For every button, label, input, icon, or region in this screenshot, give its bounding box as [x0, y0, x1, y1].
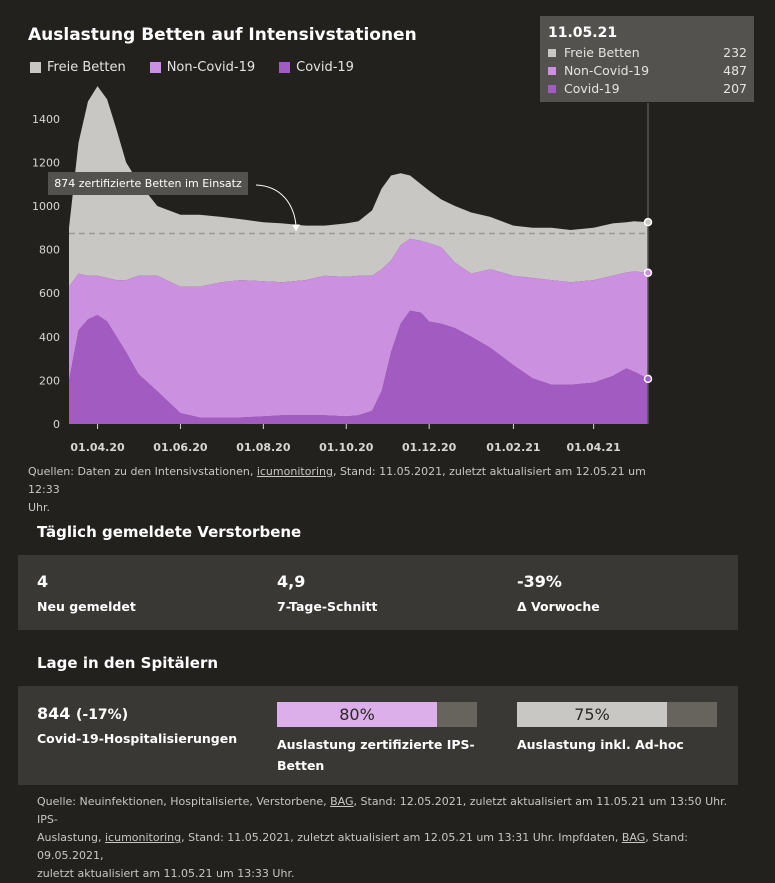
x-tick-label: 01.10.20 — [319, 441, 374, 454]
tooltip-value: 487 — [723, 63, 747, 78]
legend-item-non-covid[interactable]: Non-Covid-19 — [149, 60, 256, 75]
tooltip-label: Freie Betten — [564, 45, 640, 60]
deaths-avg-label: 7-Tage-Schnitt — [277, 599, 378, 614]
ips-occupancy-text: 80% — [339, 705, 375, 724]
area-freie-betten[interactable] — [69, 86, 648, 287]
tooltip-date: 11.05.21 — [548, 25, 618, 41]
source-text: , Stand: 12.05.2021, zuletzt aktualisier… — [37, 795, 728, 826]
tooltip-swatch — [548, 48, 556, 57]
deaths-avg-value: 4,9 — [277, 572, 306, 591]
y-tick-label: 400 — [39, 331, 60, 344]
tooltip-value: 207 — [723, 81, 747, 96]
x-tick-label: 01.02.21 — [486, 441, 540, 454]
source-text: Quelle: Neuinfektionen, Hospitalisierte,… — [37, 795, 331, 808]
legend-swatch — [279, 62, 291, 73]
footer-source: Quelle: Neuinfektionen, Hospitalisierte,… — [37, 793, 737, 883]
deaths-section-title: Täglich gemeldete Verstorbene — [37, 523, 302, 541]
marker-covid-19 — [643, 374, 653, 384]
x-tick-label: 01.04.21 — [566, 441, 620, 454]
tooltip-label: Covid-19 — [564, 81, 620, 96]
hospital-section-title: Lage in den Spitälern — [37, 654, 219, 672]
ips-occupancy-fill: 80% — [277, 702, 437, 727]
chart-legend: Freie Betten Non-Covid-19 Covid-19 — [30, 60, 354, 75]
source-text: Auslastung, — [37, 831, 105, 844]
annotation-arrowhead — [292, 224, 300, 232]
deaths-panel: 4 Neu gemeldet 4,9 7-Tage-Schnitt -39% Δ… — [18, 555, 738, 630]
x-tick-label: 01.06.20 — [153, 441, 208, 454]
deaths-new-label: Neu gemeldet — [37, 599, 136, 614]
tooltip-row-covid: Covid-19 207 — [548, 81, 747, 96]
legend-swatch — [30, 62, 41, 73]
bag-link[interactable]: BAG — [621, 831, 646, 844]
area-covid-19[interactable] — [69, 310, 648, 424]
source-text: , Stand: 11.05.2021, zuletzt aktualisier… — [181, 831, 622, 844]
ips-occupancy-label: Auslastung zertifizierte IPS- Betten — [277, 734, 475, 776]
annotation-arrow — [255, 184, 297, 226]
legend-label: Covid-19 — [296, 60, 354, 75]
deaths-change-value: -39% — [517, 572, 562, 591]
source-text: zuletzt aktualisiert am 11.05.21 um 13:3… — [37, 867, 295, 880]
legend-label: Non-Covid-19 — [166, 60, 256, 75]
source-text: Quellen: Daten zu den Intensivstationen, — [28, 465, 257, 478]
y-tick-label: 200 — [39, 374, 60, 387]
adhoc-occupancy-bar: 75% — [517, 702, 717, 727]
hospital-panel: 844 (-17%) Covid-19-Hospitalisierungen 8… — [18, 686, 738, 785]
legend-item-covid[interactable]: Covid-19 — [279, 60, 354, 75]
hosp-label: Covid-19-Hospitalisierungen — [37, 731, 238, 746]
y-tick-label: 1000 — [32, 200, 60, 213]
icu-area-chart[interactable]: 0 200 400 600 800 1000 1200 1400 01.04.20 01.06.… — [0, 0, 775, 470]
chart-tooltip: 11.05.21 Freie Betten 232 Non-Covid-19 4… — [540, 16, 754, 102]
marker-freie-betten — [643, 217, 653, 227]
hosp-value-line: 844 (-17%) — [37, 704, 128, 723]
tooltip-swatch — [548, 84, 556, 93]
ips-label-line: Auslastung zertifizierte IPS- — [277, 737, 475, 752]
x-tick-label: 01.12.20 — [402, 441, 457, 454]
tooltip-swatch — [548, 66, 556, 75]
y-tick-label: 0 — [53, 418, 60, 431]
legend-swatch — [149, 62, 161, 73]
y-tick-label: 1200 — [32, 156, 60, 169]
ips-label-line: Betten — [277, 758, 325, 773]
chart-source: Quellen: Daten zu den Intensivstationen,… — [28, 463, 648, 517]
tooltip-value: 232 — [723, 45, 747, 60]
bag-link[interactable]: BAG — [330, 795, 354, 808]
icumonitoring-link[interactable]: icumonitoring — [256, 465, 333, 478]
hosp-change: (-17%) — [75, 707, 129, 723]
tooltip-row-non-covid: Non-Covid-19 487 — [548, 63, 747, 78]
y-tick-label: 600 — [39, 287, 60, 300]
adhoc-occupancy-text: 75% — [574, 705, 610, 724]
icumonitoring-link[interactable]: icumonitoring — [105, 831, 182, 844]
adhoc-occupancy-label: Auslastung inkl. Ad-hoc — [517, 737, 684, 752]
chart-title: Auslastung Betten auf Intensivstationen — [28, 25, 417, 45]
reference-annotation: 874 zertifizierte Betten im Einsatz — [48, 172, 248, 195]
tooltip-label: Non-Covid-19 — [564, 63, 650, 78]
deaths-new-value: 4 — [37, 572, 49, 591]
deaths-change-label: Δ Vorwoche — [517, 599, 600, 614]
hosp-value: 844 — [37, 704, 71, 723]
source-text: Uhr. — [28, 501, 51, 514]
source-text: , Stand: 11.05.2021, zuletzt aktualisier… — [28, 465, 646, 496]
ips-occupancy-bar: 80% — [277, 702, 477, 727]
marker-non-covid-19 — [643, 268, 653, 277]
x-tick-label: 01.04.20 — [70, 441, 125, 454]
x-tick-label: 01.08.20 — [236, 441, 291, 454]
tooltip-row-freie-betten: Freie Betten 232 — [548, 45, 747, 60]
area-non-covid-19[interactable] — [69, 238, 648, 418]
legend-item-freie-betten[interactable]: Freie Betten — [30, 60, 126, 75]
y-tick-label: 1400 — [32, 113, 60, 126]
adhoc-occupancy-fill: 75% — [517, 702, 667, 727]
y-tick-label: 800 — [39, 244, 60, 257]
legend-label: Freie Betten — [47, 60, 126, 75]
